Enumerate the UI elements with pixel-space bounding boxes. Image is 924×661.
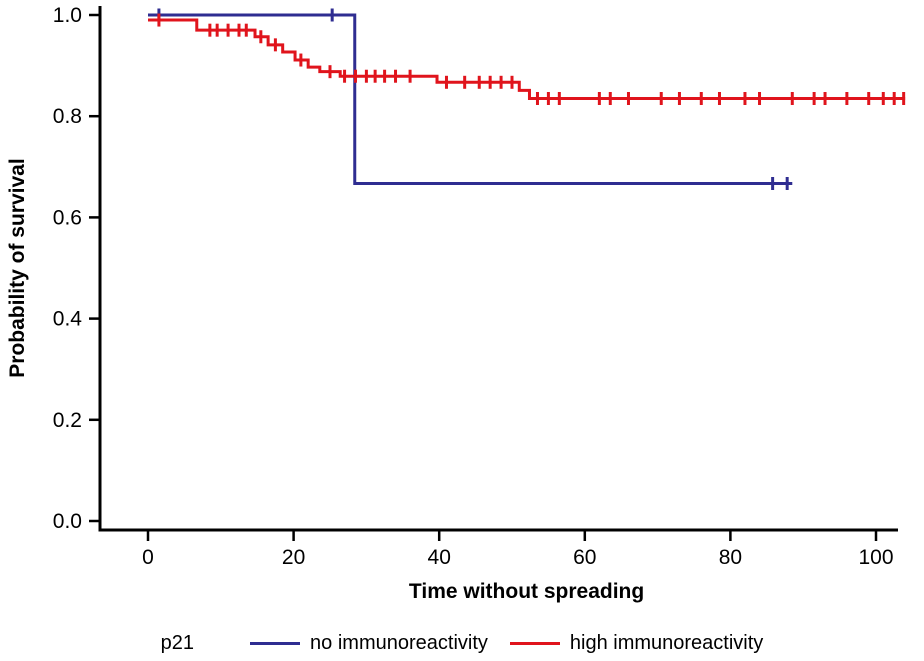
legend-line-high-immunoreactivity-icon [509,642,560,645]
svg-text:Probability of survival: Probability of survival [6,158,29,377]
svg-text:60: 60 [573,546,596,569]
legend-item-high-immunoreactivity: high immunoreactivity [509,632,764,655]
legend-label-no-immunoreactivity: no immunoreactivity [310,632,488,654]
svg-text:80: 80 [719,546,742,569]
svg-text:0.6: 0.6 [53,206,82,229]
svg-text:Time without spreading: Time without spreading [409,580,644,603]
svg-text:0.8: 0.8 [53,105,82,128]
svg-text:0.4: 0.4 [53,308,83,331]
legend-title: p21 [160,632,195,654]
svg-text:100: 100 [858,546,893,569]
legend-line-no-immunoreactivity-icon [250,642,301,645]
legend: p21 no immunoreactivity high immunoreact… [0,632,924,655]
survival-plot: 0.0 0.2 0.4 0.6 0.8 1.0 0 20 40 60 80 100 Probabilit… [6,4,906,603]
svg-text:0.0: 0.0 [53,510,82,533]
svg-text:0: 0 [142,546,154,569]
legend-item-no-immunoreactivity: no immunoreactivity [250,632,488,655]
svg-text:1.0: 1.0 [53,4,82,27]
legend-label-high-immunoreactivity: high immunoreactivity [569,632,764,654]
svg-text:0.2: 0.2 [53,409,82,432]
svg-text:40: 40 [428,546,451,569]
svg-text:20: 20 [282,546,305,569]
